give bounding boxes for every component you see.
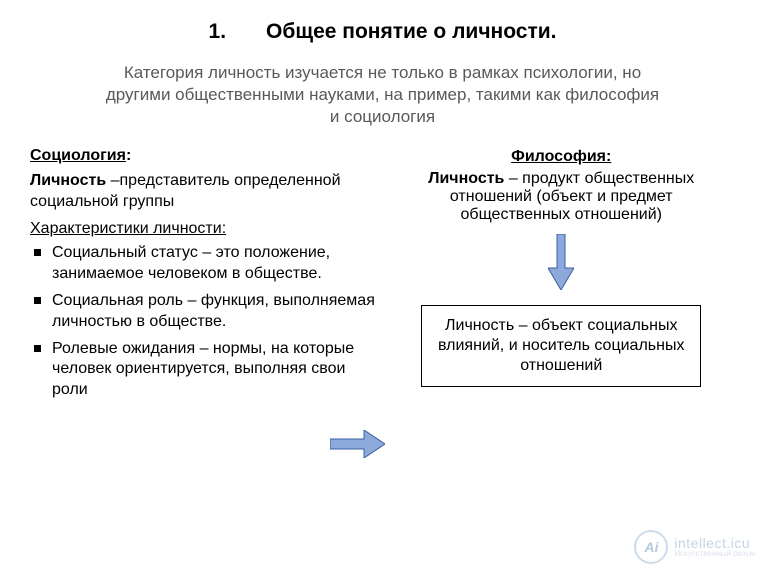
columns: Социология: Личность –представитель опре… bbox=[30, 146, 735, 407]
title-text: Общее понятие о личности. bbox=[266, 20, 556, 44]
arrow-down-shape bbox=[548, 234, 574, 290]
intro-paragraph: Категория личность изучается не только в… bbox=[101, 62, 665, 128]
philosophy-heading: Философия: bbox=[511, 148, 611, 165]
list-item: Социальная роль – функция, выполняемая л… bbox=[30, 291, 378, 333]
watermark-line2: Искусственный разум bbox=[674, 550, 755, 558]
characteristics-list: Социальный статус – это положение, заним… bbox=[30, 243, 378, 401]
watermark-logo-icon: Ai bbox=[634, 530, 668, 564]
slide: 1. Общее понятие о личности. Категория л… bbox=[0, 0, 765, 570]
list-item: Ролевые ожидания – нормы, на которые чел… bbox=[30, 339, 378, 401]
philosophy-term: Личность bbox=[428, 170, 504, 187]
title-number: 1. bbox=[209, 20, 227, 44]
arrow-down-icon bbox=[548, 234, 574, 295]
sociology-term: Личность bbox=[30, 172, 106, 189]
result-box: Личность – объект социальных влияний, и … bbox=[421, 305, 701, 387]
watermark-text: intellect.icu Искусственный разум bbox=[674, 536, 755, 558]
sociology-column: Социология: Личность –представитель опре… bbox=[30, 146, 378, 407]
list-item: Социальный статус – это положение, заним… bbox=[30, 243, 378, 285]
sociology-heading: Социология bbox=[30, 147, 126, 164]
title-row: 1. Общее понятие о личности. bbox=[30, 20, 735, 44]
characteristics-heading: Характеристики личности: bbox=[30, 219, 378, 240]
watermark-line1: intellect.icu bbox=[674, 536, 755, 550]
watermark: Ai intellect.icu Искусственный разум bbox=[634, 530, 755, 564]
arrow-right-shape bbox=[330, 430, 385, 458]
philosophy-column: Философия: Личность – продукт общественн… bbox=[388, 146, 736, 407]
arrow-right-icon bbox=[330, 430, 385, 463]
